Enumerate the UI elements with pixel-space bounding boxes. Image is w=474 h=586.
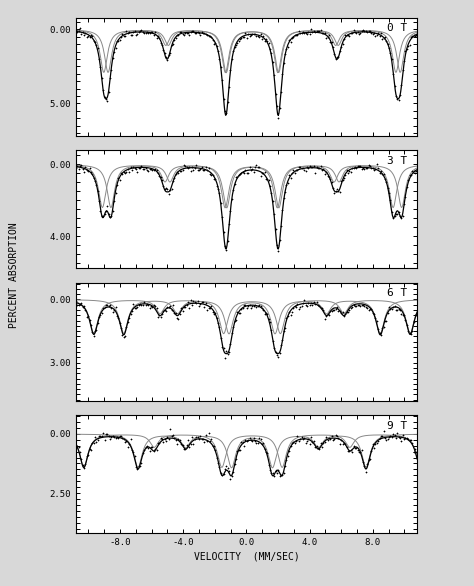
Text: 3 T: 3 T: [387, 156, 407, 166]
Text: 6 T: 6 T: [387, 288, 407, 298]
Text: 9 T: 9 T: [387, 421, 407, 431]
X-axis label: VELOCITY  (MM/SEC): VELOCITY (MM/SEC): [193, 551, 300, 561]
Text: PERCENT ABSORPTION: PERCENT ABSORPTION: [9, 223, 19, 328]
Text: 0 T: 0 T: [387, 23, 407, 33]
